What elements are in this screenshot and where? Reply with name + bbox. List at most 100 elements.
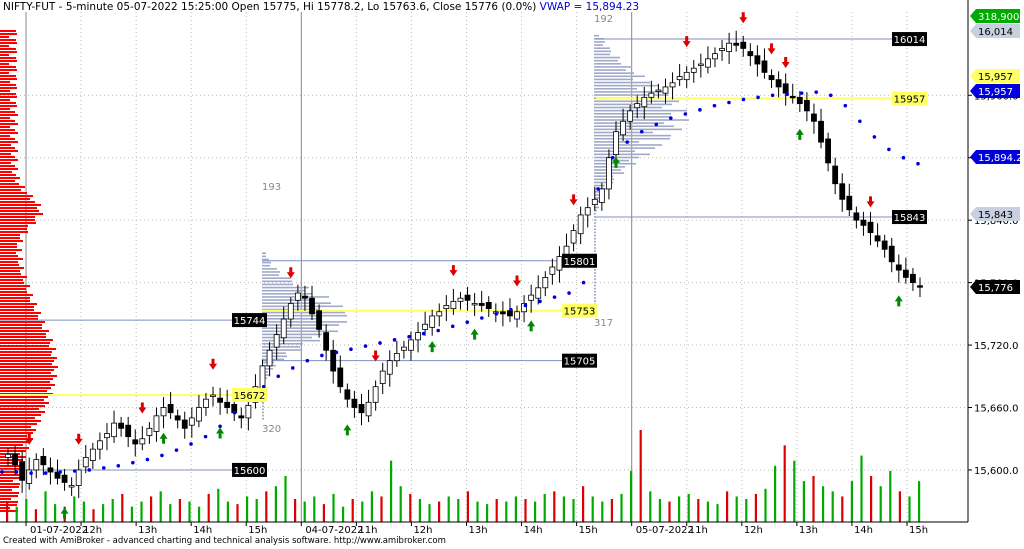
left-profile-bar [0,441,29,443]
left-profile-bar [0,363,52,365]
left-profile-bar [0,126,10,128]
candle-body [478,303,485,306]
left-profile-bar [0,369,54,371]
volume-bar [553,491,556,522]
candle-body [598,188,605,203]
x-tick-label: 01-07-2022 [30,525,88,536]
buy-arrow [428,341,437,353]
level-label-box [562,353,597,368]
left-profile-bar [0,330,49,332]
volume-bar [745,499,748,522]
volume-profile-bar [262,280,292,283]
volume-profile-bar [594,50,611,53]
left-profile-bar [0,354,51,356]
candle-body [782,83,789,94]
left-profile-bar [0,180,15,182]
left-profile-bar [0,345,49,347]
volume-profile-bar [594,47,610,49]
buy-arrow [894,295,903,307]
volume-bar [793,460,796,522]
left-profile-bar [0,318,38,320]
vwap-point [887,147,891,152]
candle-body [54,471,61,479]
candle-body [40,456,47,466]
volume-profile-bar [594,247,596,249]
volume-bar [226,501,229,522]
price-badge-label: 15,957 [978,87,1013,98]
volume-bar [524,499,527,522]
candle-body [61,474,68,483]
volume-bar [620,493,623,522]
volume-profile-bar [262,414,264,417]
vwap-point [131,460,135,465]
sell-arrow [513,275,522,287]
level-label: 16014 [894,35,926,46]
left-profile-bar [0,219,35,221]
vwap-point [392,338,397,342]
vwap-point [552,295,557,299]
volume-bar [774,465,777,522]
volume-bar [188,501,191,522]
volume-profile-bar [262,333,322,336]
vwap-point [436,328,440,333]
volume-profile-bar [262,408,264,411]
volume-bar [908,496,911,522]
left-profile-bar [0,78,17,80]
left-profile-bar [0,504,17,506]
candle-body [203,398,209,408]
x-tick-label: 13h [138,525,157,536]
volume-profile-bar [262,261,271,264]
volume-profile-bar [594,234,596,237]
left-profile-bar [0,192,27,194]
candle-body [761,60,768,73]
volume-profile-bar [262,268,277,270]
volume-bar [140,501,143,522]
vwap-point [218,424,222,429]
volume-profile-bar [262,324,339,326]
volume-profile-bar [594,153,650,156]
candle-body [775,79,782,88]
left-profile-bar [0,444,23,446]
candle-body [181,419,188,429]
left-profile-bar [0,264,19,266]
volume-profile-bar [594,84,658,87]
candle-body [372,386,379,403]
candle-body [535,287,542,299]
left-profile-bar [0,114,18,116]
candle-body [5,453,11,458]
volume-profile-bar [594,212,596,215]
buy-arrow [527,320,536,332]
buy-arrow [216,427,225,439]
left-profile-bar [0,285,30,287]
volume-profile-bar [262,355,287,358]
left-profile-bar [0,204,41,206]
profile-count-label: 192 [594,14,613,25]
vwap-point [232,410,237,415]
left-profile-bar [0,507,10,509]
candle-body [881,240,888,250]
vwap-point [858,119,862,124]
volume-profile-bar [262,352,286,354]
x-tick-label: 15h [579,525,598,536]
candle-body [514,311,520,320]
vwap-point [160,453,164,458]
candle-body [832,165,839,185]
volume-bar [783,445,786,522]
left-profile-bar [0,333,46,335]
left-profile-bar [0,42,17,44]
left-profile-bar [0,396,48,398]
left-profile-bar [0,402,49,404]
candle-body [97,440,103,450]
left-profile-bar [0,195,33,197]
volume-profile-bar [262,252,266,255]
left-profile-bar [0,99,10,101]
volume-profile-bar [262,374,269,376]
left-profile-bar [0,153,11,155]
vwap-point [465,320,470,324]
left-profile-bar [0,357,57,359]
sell-arrow [449,265,458,277]
buy-arrow [795,128,804,140]
volume-profile-bar [262,327,319,329]
volume-bar [898,491,901,522]
